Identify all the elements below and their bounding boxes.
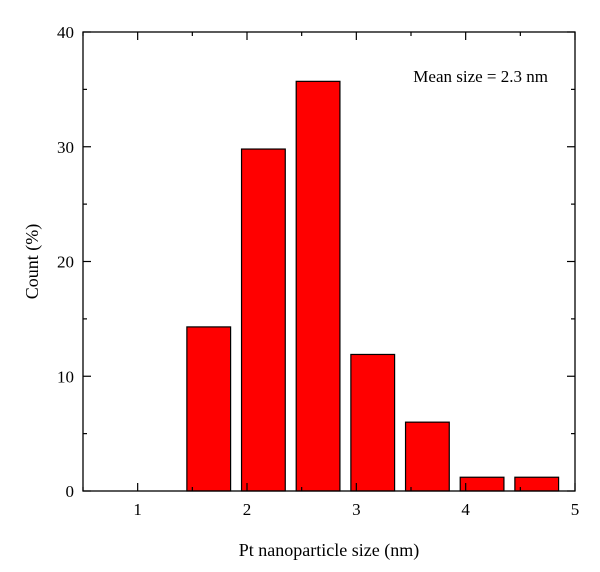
x-axis-label: Pt nanoparticle size (nm) — [239, 540, 419, 561]
y-tick-label: 0 — [66, 482, 75, 501]
bar-3 — [295, 80, 341, 492]
bar-6 — [459, 476, 505, 492]
y-tick-label: 40 — [57, 23, 74, 42]
mean-size-annotation: Mean size = 2.3 nm — [413, 67, 548, 86]
tick-labels-layer: 1 2 3 4 5 0 10 20 30 40 — [57, 23, 579, 519]
y-tick-label: 10 — [57, 367, 74, 386]
y-tick-label: 30 — [57, 138, 74, 157]
bar-1 — [186, 326, 232, 492]
y-tick-label: 20 — [57, 253, 74, 272]
bar-5 — [404, 421, 450, 492]
bar-7 — [514, 476, 560, 492]
bar-4 — [350, 353, 396, 492]
x-tick-label: 2 — [243, 500, 252, 519]
x-tick-label: 4 — [461, 500, 470, 519]
x-tick-label: 1 — [133, 500, 142, 519]
bar-2 — [240, 148, 286, 492]
x-tick-label: 3 — [352, 500, 361, 519]
ticks-layer — [82, 31, 576, 492]
x-tick-label: 5 — [571, 500, 580, 519]
y-axis-label: Count (%) — [22, 224, 43, 300]
bars-layer — [186, 80, 560, 492]
